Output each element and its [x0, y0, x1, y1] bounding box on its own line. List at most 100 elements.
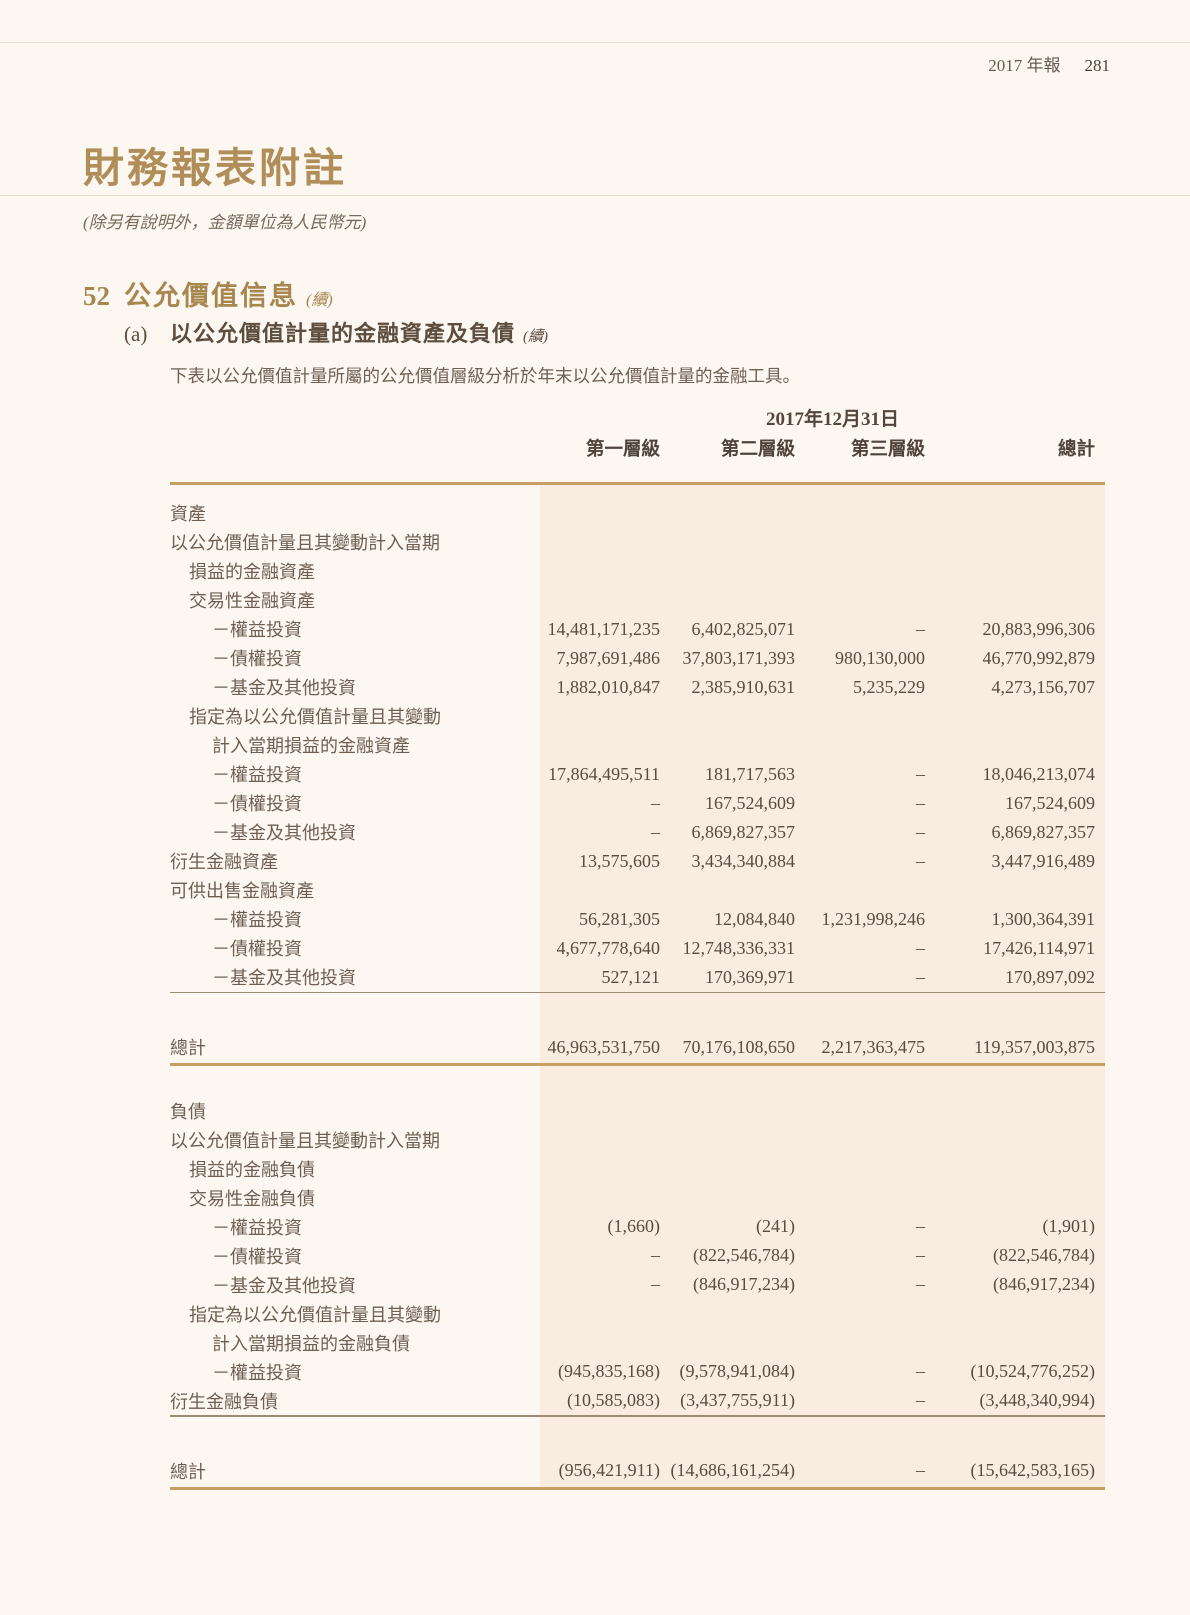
table-row: －基金及其他投資 527,121 170,369,971 – 170,897,092: [170, 963, 1105, 992]
cell-c4: (846,917,234): [993, 1274, 1095, 1294]
table-rule: [170, 1063, 1105, 1066]
cell-c3: 980,130,000: [835, 647, 925, 668]
cell-c4: (1,901): [1042, 1216, 1096, 1236]
currency-unit-note: (除另有說明外，金額單位為人民幣元): [83, 213, 367, 232]
total-row: 總計 (956,421,911) (14,686,161,254) – (15,642,…: [170, 1455, 1105, 1487]
cell-c4: (10,524,776,252): [970, 1361, 1096, 1381]
cell-c3: –: [916, 1245, 925, 1265]
cell-c4: 1,300,364,391: [991, 908, 1096, 929]
row-gap: [170, 1066, 1105, 1096]
top-page-rule: [0, 42, 1190, 43]
cell-c4: 170,897,092: [1005, 966, 1095, 987]
cell-c2: 70,176,108,650: [682, 1036, 796, 1057]
cell-c4: (3,448,340,994): [979, 1390, 1096, 1410]
cell-c2: (846,917,234): [693, 1274, 795, 1294]
cell-c2: 6,402,825,071: [691, 618, 796, 639]
cell-c1: (945,835,168): [558, 1361, 660, 1381]
cell-c1: 17,864,495,511: [548, 763, 660, 784]
row-label: 交易性金融負債: [189, 1188, 315, 1209]
cell-c3: –: [916, 1361, 925, 1381]
table-row: 交易性金融負債: [170, 1183, 1105, 1212]
cell-c1: (1,660): [607, 1216, 661, 1236]
row-label: －權益投資: [212, 620, 302, 640]
cell-c2: 181,717,563: [705, 763, 795, 784]
row-label: 資產: [170, 504, 206, 524]
cell-c1: 1,882,010,847: [556, 676, 661, 697]
table-shading: [540, 484, 1105, 1490]
column-header-level2: 第二層級: [720, 440, 795, 460]
cell-c3: 1,231,998,246: [821, 908, 926, 929]
cell-c3: –: [916, 937, 925, 958]
cell-c1: (10,585,083): [567, 1390, 660, 1410]
cell-c3: 5,235,229: [853, 676, 925, 697]
fair-value-table: 2017年12月31日 第一層級 第二層級 第三層級 總計 資產 以公允價值計量且…: [170, 402, 1105, 1490]
cell-c2: (3,437,755,911): [680, 1390, 795, 1410]
table-row: 計入當期損益的金融資產: [170, 731, 1105, 760]
table-row: －權益投資 (945,835,168) (9,578,941,084) – (10,52…: [170, 1357, 1105, 1386]
cell-c3: –: [916, 763, 925, 784]
cell-c2: 170,369,971: [705, 966, 795, 987]
cell-c3: –: [916, 966, 925, 987]
row-label: 指定為以公允價值計量且其變動: [189, 707, 441, 727]
label-column-spacer: [170, 436, 540, 464]
table-row: 衍生金融資產 13,575,605 3,434,340,884 – 3,447,916,…: [170, 847, 1105, 876]
row-label: 可供出售金融資產: [170, 881, 314, 901]
cell-c3: –: [916, 821, 925, 842]
table-row: 計入當期損益的金融負債: [170, 1328, 1105, 1357]
cell-c2: 12,084,840: [714, 908, 795, 929]
subsection-title: 以公允價值計量的金融資產及負債: [170, 321, 516, 346]
cell-c1: 527,121: [601, 966, 661, 987]
header-rule: [170, 482, 1105, 485]
cell-c1: 4,677,778,640: [556, 937, 661, 958]
row-label: －基金及其他投資: [212, 1275, 356, 1296]
table-row: 交易性金融資產: [170, 586, 1105, 615]
table-column-headers: 第一層級 第二層級 第三層級 總計: [170, 436, 1105, 464]
cell-c3: 2,217,363,475: [821, 1036, 926, 1057]
row-label: 指定為以公允價值計量且其變動: [189, 1304, 441, 1325]
row-label: －債權投資: [212, 1246, 302, 1267]
cell-c2: 167,524,609: [705, 792, 795, 813]
cell-c4: 17,426,114,971: [983, 937, 1095, 958]
subsection-number: (a): [124, 322, 148, 346]
row-label: 總計: [170, 1461, 206, 1482]
cell-c1: –: [651, 1245, 660, 1265]
table-row: 負債: [170, 1096, 1105, 1125]
table-row: 損益的金融負債: [170, 1154, 1105, 1183]
cell-c4: (15,642,583,165): [970, 1460, 1096, 1480]
cell-c4: 4,273,156,707: [991, 676, 1096, 697]
cell-c1: 7,987,691,486: [556, 647, 661, 668]
cell-c2: 3,434,340,884: [691, 850, 796, 871]
row-label: 衍生金融資產: [170, 852, 278, 872]
table-row: －權益投資 14,481,171,235 6,402,825,071 – 20,883,…: [170, 615, 1105, 644]
row-label: 總計: [170, 1038, 206, 1058]
cell-c1: –: [651, 792, 660, 813]
cell-c2: 37,803,171,393: [682, 647, 796, 668]
cell-c4: 18,046,213,074: [982, 763, 1096, 784]
row-label: 負債: [170, 1101, 206, 1122]
table-row: 指定為以公允價值計量且其變動: [170, 1299, 1105, 1328]
table-body: 資產 以公允價值計量且其變動計入當期 損益的金融資產 交易性金融資產 －權益投資 14,4…: [170, 484, 1105, 1490]
cell-c2: (14,686,161,254): [670, 1460, 796, 1480]
section-continued-tag: (續): [306, 292, 333, 309]
row-label: －債權投資: [212, 939, 302, 959]
table-rule: [170, 1486, 1105, 1490]
cell-c3: –: [916, 1274, 925, 1294]
row-label: －權益投資: [212, 765, 302, 785]
row-label: 損益的金融資產: [189, 562, 315, 582]
cell-c4: 46,770,992,879: [982, 647, 1096, 668]
row-label: －權益投資: [212, 910, 302, 930]
table-row: －權益投資 17,864,495,511 181,717,563 – 18,046,21…: [170, 760, 1105, 789]
cell-c1: 14,481,171,235: [547, 618, 661, 639]
row-label: －權益投資: [212, 1362, 302, 1383]
report-title-text: 2017 年報: [988, 56, 1061, 75]
cell-c1: (956,421,911): [558, 1460, 660, 1480]
table-row: 資產: [170, 499, 1105, 528]
cell-c1: 46,963,531,750: [547, 1036, 661, 1057]
subsection-continued-tag: (續): [523, 329, 549, 345]
row-label: 損益的金融負債: [189, 1159, 315, 1180]
table-row: －基金及其他投資 1,882,010,847 2,385,910,631 5,235,…: [170, 673, 1105, 702]
table-row: －基金及其他投資 – (846,917,234) – (846,917,234): [170, 1270, 1105, 1299]
section-number: 52: [83, 281, 110, 311]
row-label: 計入當期損益的金融負債: [212, 1333, 410, 1354]
table-date-header: 2017年12月31日: [765, 409, 899, 430]
